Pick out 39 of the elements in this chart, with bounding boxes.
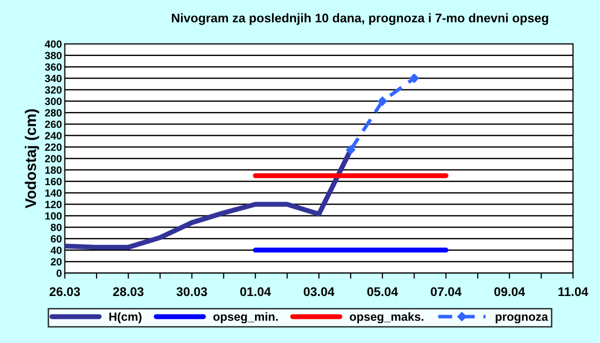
x-tick-label: 01.04 — [240, 287, 271, 296]
y-tick-label: 140 — [45, 189, 62, 197]
x-tick-label: 26.03 — [50, 287, 80, 296]
legend-label: opseg_min. — [213, 312, 278, 324]
x-tick-label: 07.04 — [430, 287, 462, 296]
y-tick-label: 180 — [45, 166, 62, 174]
y-tick-label: 360 — [44, 63, 62, 71]
y-tick-label: 40 — [50, 246, 62, 254]
x-tick-label: 30.03 — [176, 287, 208, 296]
y-tick-label: 100 — [45, 212, 62, 220]
y-tick-label: 280 — [45, 109, 62, 117]
y-tick-label: 320 — [44, 86, 62, 94]
y-tick-label: 20 — [50, 258, 62, 266]
y-tick-label: 220 — [45, 144, 62, 151]
x-tick-label: 28.03 — [113, 287, 144, 296]
legend-label: H(cm) — [109, 312, 142, 324]
x-tick-label: 03.04 — [304, 287, 334, 296]
x-tick-label: 11.04 — [558, 287, 588, 296]
y-tick-label: 380 — [44, 52, 62, 60]
y-tick-label: 60 — [50, 235, 62, 243]
x-tick-label: 09.04 — [494, 287, 526, 296]
legend-label: prognoza — [496, 314, 548, 324]
point — [346, 145, 356, 154]
y-tick-label: 400 — [44, 40, 62, 48]
y-tick-label: 200 — [45, 154, 62, 162]
y-tick-label: 0 — [56, 270, 62, 277]
y-tick-label: 120 — [45, 200, 62, 208]
y-tick-label: 300 — [44, 98, 62, 106]
chart-title: Nivogram za poslednjih 10 dana, prognoza i 7-mo dnevni opseg — [172, 13, 548, 25]
y-tick-label: 260 — [45, 120, 62, 128]
y-tick-label: 80 — [50, 224, 62, 232]
y-tick-label: 160 — [45, 178, 62, 186]
point — [410, 74, 419, 83]
legend-label: opseg_maks. — [350, 312, 424, 324]
y-axis-title: Vodostaj (cm) — [24, 109, 40, 208]
point — [378, 96, 388, 106]
y-tick-label: 240 — [45, 132, 62, 140]
y-tick-label: 340 — [44, 74, 62, 82]
x-tick-label: 05.04 — [367, 287, 398, 296]
